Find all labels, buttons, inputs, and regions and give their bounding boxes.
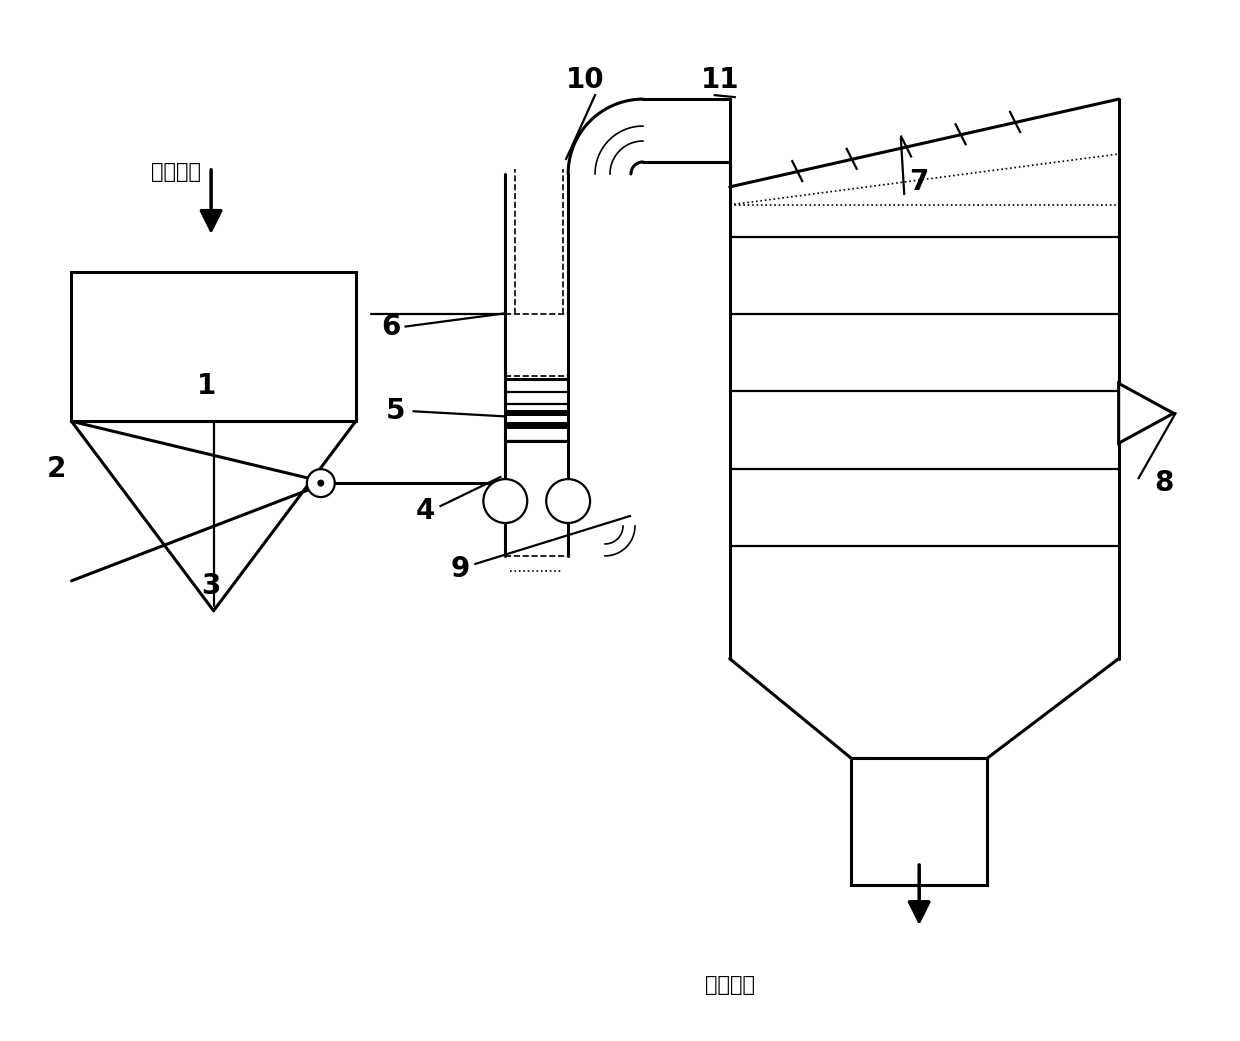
Text: 11: 11 [701, 67, 739, 94]
Text: 8: 8 [1154, 469, 1173, 498]
Bar [506, 410, 568, 416]
Text: 10: 10 [565, 67, 604, 94]
Polygon shape [1118, 383, 1173, 443]
Circle shape [546, 479, 590, 523]
Circle shape [484, 479, 527, 523]
Text: 1: 1 [196, 373, 216, 401]
Circle shape [306, 469, 335, 497]
Bar [72, 272, 356, 422]
Text: 7: 7 [909, 168, 929, 196]
Text: 烟气入口: 烟气入口 [151, 162, 201, 182]
Text: 9: 9 [451, 555, 470, 583]
Text: 2: 2 [47, 455, 66, 483]
Bar [506, 422, 568, 429]
Text: 烟气出口: 烟气出口 [704, 974, 755, 995]
Circle shape [317, 480, 325, 486]
Text: 3: 3 [201, 572, 221, 600]
Bar [852, 758, 987, 885]
Text: 6: 6 [381, 312, 401, 340]
Text: 5: 5 [386, 398, 405, 426]
Text: 4: 4 [415, 497, 435, 525]
